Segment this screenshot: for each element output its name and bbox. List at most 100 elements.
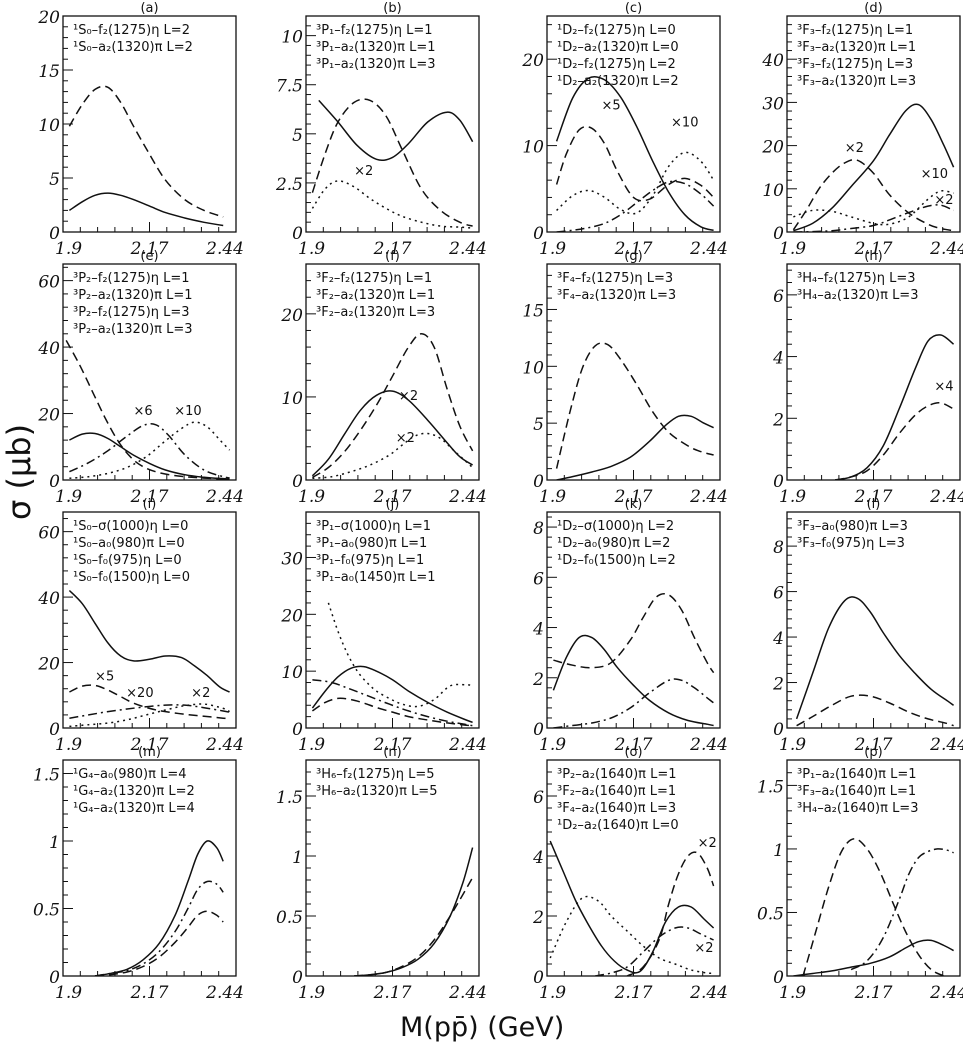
x-tick-label: 2.17	[854, 735, 893, 755]
y-tick-label: 0	[292, 472, 303, 492]
legend-entry: ³P₂–a₂(1320)π L=1	[73, 288, 193, 303]
series-line-dashdot	[556, 180, 715, 232]
annotation-label: ×2	[934, 193, 953, 208]
x-tick-label: 2.44	[929, 239, 963, 259]
legend-entry: ³H₄–a₂(1320)π L=3	[797, 288, 918, 303]
annotation-label: ×6	[134, 404, 153, 419]
legend-entry: ¹D₂–f₂(1275)η L=0	[557, 23, 676, 38]
legend-entry: ³F₃–f₀(975)η L=3	[797, 536, 905, 551]
x-tick-label: 2.17	[614, 487, 653, 507]
y-tick-label: 2	[772, 410, 784, 430]
y-tick-label: 20	[280, 306, 303, 326]
legend-entry: ³F₃–a₂(1320)π L=1	[797, 40, 916, 55]
x-tick-label: 2.44	[205, 487, 244, 507]
y-axis-label: σ (μb)	[0, 423, 38, 520]
panel: (c) 1.9 2.17 2.44 0 10 20 ¹D₂–f₂(1275)η L=0 ¹D₂–…	[521, 1, 728, 259]
y-tick-label: 10	[281, 28, 303, 48]
series-line-dotted	[793, 190, 954, 226]
y-tick-label: 0	[533, 968, 544, 988]
y-tick-label: 0	[49, 472, 60, 492]
series-line-dashed	[802, 838, 945, 976]
x-tick-label: 2.17	[373, 983, 412, 1003]
legend-entry: ¹D₂–a₂(1320)π L=0	[557, 40, 679, 55]
panel: (d) 1.9 2.17 2.44 0 10 20 30 40 ³F₃–f₂(1275)η L=1…	[761, 1, 963, 259]
legend-entry: ¹D₂–σ(1000)η L=2	[557, 519, 674, 534]
legend-entry: ³P₁–σ(1000)η L=1	[316, 519, 431, 534]
legend-entry: ³F₄–a₂(1320)π L=3	[557, 288, 676, 303]
series-line-dashed	[626, 851, 715, 976]
series-line-dashed	[68, 85, 224, 218]
panel-label: (j)	[386, 497, 400, 512]
panel-label: (i)	[143, 497, 157, 512]
y-tick-label: 6	[773, 287, 784, 307]
series-line-solid	[68, 192, 224, 227]
x-tick-label: 2.17	[130, 735, 169, 755]
y-tick-label: 20	[37, 406, 60, 426]
series-line-solid	[793, 939, 954, 976]
y-tick-label: 0	[292, 720, 303, 740]
y-tick-label: 10	[522, 138, 544, 158]
series-line-dashed	[555, 342, 714, 469]
x-tick-label: 1.9	[55, 983, 82, 1003]
y-tick-label: 8	[533, 519, 544, 539]
legend-entry: ³F₂–a₂(1320)π L=3	[316, 305, 435, 320]
x-tick-label: 1.9	[298, 735, 325, 755]
y-tick-label: 30	[762, 94, 784, 114]
panel-label: (a)	[140, 1, 158, 16]
y-tick-label: 6	[773, 584, 784, 604]
annotation-label: ×10	[671, 116, 698, 131]
y-tick-label: 10	[38, 116, 60, 136]
legend-entry: ¹D₂–a₂(1640)π L=0	[557, 818, 679, 833]
annotation-label: ×2	[694, 941, 713, 956]
x-tick-label: 1.9	[779, 735, 806, 755]
panel-label: (m)	[138, 745, 161, 760]
legend-entry: ³P₂–a₂(1640)π L=1	[557, 767, 677, 782]
legend-entry: ³P₁–a₂(1320)π L=3	[316, 57, 436, 72]
panel-label: (d)	[864, 1, 882, 16]
x-tick-label: 2.44	[689, 487, 728, 507]
series-line-dashdot	[69, 704, 230, 719]
series-line-solid	[318, 99, 474, 162]
x-tick-label: 2.44	[689, 735, 728, 755]
x-tick-label: 1.9	[55, 239, 82, 259]
y-tick-label: 2.5	[275, 175, 303, 195]
legend-entry: ³F₄–a₂(1640)π L=3	[557, 801, 676, 816]
y-tick-label: 4	[532, 620, 544, 640]
series-line-dashdot	[793, 204, 954, 232]
x-tick-label: 2.44	[929, 983, 963, 1003]
series-line-solid	[354, 847, 474, 976]
legend-entry: ³F₃–a₀(980)π L=3	[797, 519, 908, 534]
legend-entry: ¹D₂–f₂(1275)η L=2	[557, 57, 676, 72]
x-tick-label: 2.17	[373, 735, 412, 755]
y-tick-label: 5	[533, 415, 544, 435]
y-tick-label: 60	[38, 273, 60, 293]
x-tick-label: 1.9	[298, 983, 325, 1003]
series-line-dashed	[792, 158, 954, 232]
y-tick-label: 20	[521, 51, 544, 71]
y-tick-label: 0	[773, 720, 784, 740]
legend-entry: ³H₆–a₂(1320)π L=5	[316, 784, 437, 799]
x-tick-label: 2.17	[373, 239, 412, 259]
series-line-dashdot	[94, 880, 224, 976]
panel: (h) 1.9 2.17 2.44 0 2 4 6 ³H₄–f₂(1275)η L=3 ³H₄–a…	[772, 249, 963, 507]
y-tick-label: 0	[49, 968, 60, 988]
series-line-dashdot	[553, 678, 715, 728]
y-tick-label: 10	[762, 181, 784, 201]
legend-entry: ¹S₀–f₀(975)η L=0	[73, 553, 182, 568]
panel: (g) 1.9 2.17 2.44 0 5 10 15 ³F₄–f₂(1275)η L=3 ³F₄…	[522, 249, 728, 507]
legend-entry: ³P₁–f₂(1275)η L=1	[316, 23, 433, 38]
y-tick-label: 6	[533, 569, 544, 589]
y-tick-label: 8	[773, 538, 784, 558]
legend-entry: ¹S₀–f₂(1275)η L=2	[73, 23, 190, 38]
y-tick-label: 6	[533, 788, 544, 808]
panel: (j) 1.9 2.17 2.44 0 10 20 30 ³P₁–σ(1000)η L=1 ³P₁…	[280, 497, 487, 755]
panel: (l) 1.9 2.17 2.44 0 2 4 6 8 ³F₃–a₀(980)π L=3 ³F₃–f…	[772, 497, 963, 755]
y-tick-label: 0	[49, 224, 60, 244]
panel: (a) 1.9 2.17 2.44 0 5 10 15 20 ¹S₀–f₂(1275)η L=2 ¹…	[37, 1, 244, 259]
series-line-dotted	[327, 602, 473, 708]
series-line-dashed	[69, 684, 230, 720]
x-tick-label: 1.9	[539, 983, 566, 1003]
panel-label: (k)	[625, 497, 643, 512]
y-tick-label: 1.5	[757, 777, 784, 797]
y-tick-label: 15	[38, 62, 60, 82]
